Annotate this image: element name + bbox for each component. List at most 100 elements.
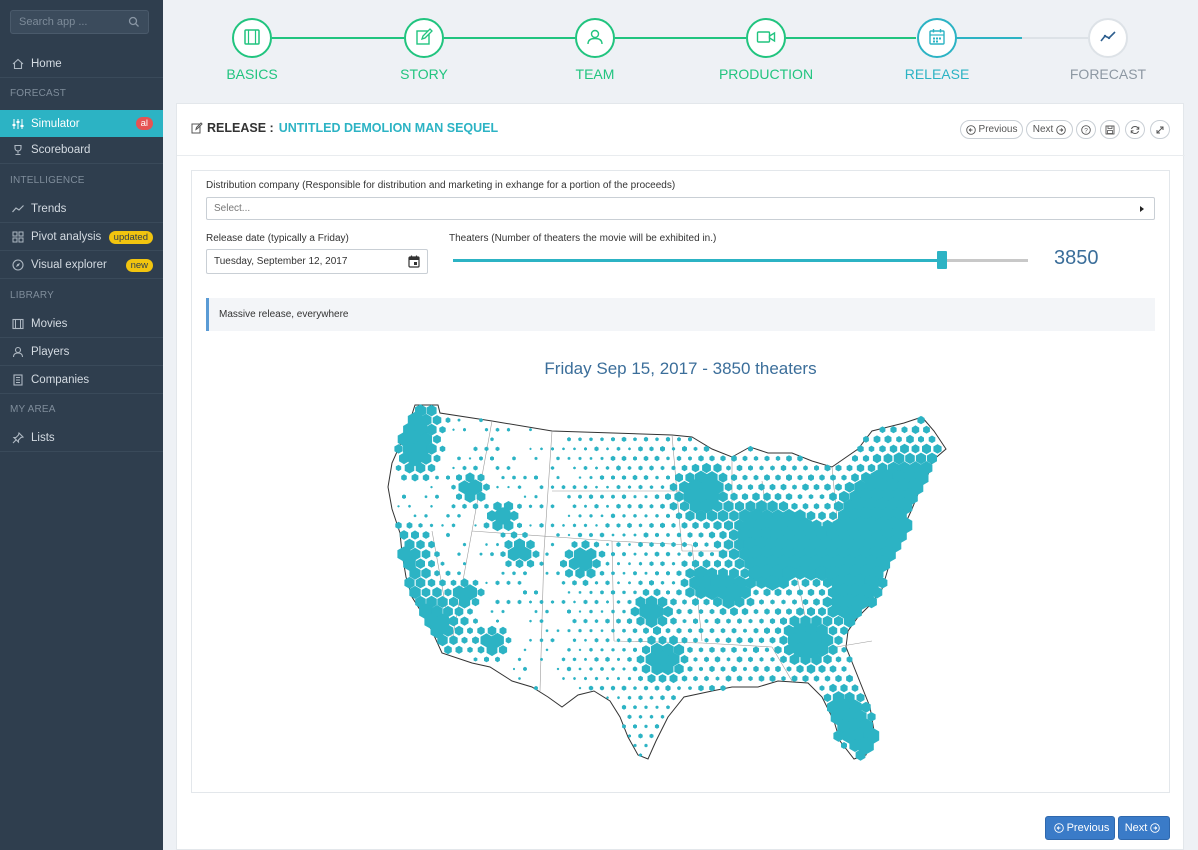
sidebar-item-pivot-analysis[interactable]: Pivot analysis updated (0, 224, 163, 251)
theater-hex (917, 415, 925, 425)
calendar-icon[interactable] (408, 255, 420, 271)
theater-hex (440, 561, 445, 566)
sidebar-item-label: Movies (31, 318, 68, 330)
theater-hex (430, 623, 444, 639)
theater-hex (783, 624, 795, 637)
button-label: Previous (978, 124, 1018, 135)
step-basics[interactable]: BASICS (192, 18, 312, 82)
header-previous-button[interactable]: Previous (960, 120, 1023, 139)
theater-hex (443, 605, 453, 618)
theater-hex (666, 705, 670, 710)
theater-hex (770, 657, 775, 662)
theater-hex (802, 675, 809, 683)
sidebar-item-companies[interactable]: Companies (0, 367, 163, 394)
theater-hex (746, 597, 755, 607)
theater-hex (477, 626, 485, 635)
theater-hex (653, 588, 661, 597)
theater-hex (718, 567, 728, 579)
sidebar-item-home[interactable]: Home (0, 51, 163, 78)
theater-hex (734, 596, 745, 608)
distribution-select[interactable]: Select... (206, 197, 1155, 220)
theater-hex (522, 531, 528, 539)
theater-hex (628, 581, 631, 585)
theater-hex (774, 645, 782, 654)
theater-hex (676, 627, 682, 634)
theater-hex (779, 635, 788, 645)
theater-hex (408, 504, 411, 508)
theater-hex (573, 447, 576, 451)
theater-hex (630, 606, 640, 617)
search-box[interactable] (10, 10, 149, 34)
footer-previous-button[interactable]: Previous (1045, 816, 1115, 840)
step-circle (232, 18, 272, 58)
theater-hex (626, 618, 633, 625)
theater-hex (764, 474, 770, 481)
theater-hex (490, 437, 494, 442)
theater-hex (550, 504, 555, 509)
step-forecast[interactable]: FORECAST (1048, 18, 1168, 82)
theater-hex (479, 418, 483, 423)
theater-hex (505, 560, 512, 568)
expand-button[interactable] (1150, 120, 1170, 139)
theater-hex (600, 437, 604, 442)
theater-hex (461, 636, 468, 644)
step-release[interactable]: RELEASE (877, 18, 997, 82)
theater-hex (622, 609, 626, 614)
slider-handle[interactable] (936, 251, 947, 269)
theater-hex (578, 514, 582, 518)
theater-hex (822, 596, 833, 608)
search-input[interactable] (11, 11, 121, 33)
sidebar-item-movies[interactable]: Movies (0, 311, 163, 338)
theater-hex (649, 580, 654, 586)
sidebar-item-scoreboard[interactable]: Scoreboard (0, 137, 163, 164)
theater-hex (472, 503, 479, 510)
theater-hex (743, 666, 747, 672)
theater-hex (638, 446, 643, 452)
theater-hex (539, 619, 544, 624)
theater-hex (709, 608, 715, 615)
theater-hex (411, 473, 419, 482)
theater-hex (719, 530, 727, 540)
theater-hex (791, 502, 798, 510)
release-date-field[interactable]: Tuesday, September 12, 2017 (206, 249, 428, 274)
theater-hex (408, 450, 422, 467)
footer-next-button[interactable]: Next (1118, 816, 1170, 840)
theater-hex (622, 533, 626, 537)
theater-hex (399, 452, 409, 465)
theater-hex (435, 494, 439, 499)
header-next-button[interactable]: Next (1026, 120, 1073, 139)
step-production[interactable]: PRODUCTION (706, 18, 826, 82)
theater-hex (526, 539, 535, 550)
step-circle (575, 18, 615, 58)
theater-hex (724, 482, 733, 492)
sidebar-item-trends[interactable]: Trends (0, 196, 163, 223)
theater-hex (561, 485, 566, 490)
theater-hex (764, 647, 770, 653)
theater-hex (627, 656, 632, 662)
step-story[interactable]: STORY (364, 18, 484, 82)
theater-hex (737, 618, 742, 624)
theater-hex (688, 437, 692, 442)
theater-hex (633, 513, 637, 518)
theater-hex (621, 494, 627, 500)
theater-hex (490, 552, 494, 557)
help-button[interactable]: ? (1076, 120, 1096, 139)
theater-hex (550, 466, 555, 470)
theater-hex (464, 490, 476, 503)
sidebar-item-players[interactable]: Players (0, 339, 163, 366)
theater-hex (589, 475, 593, 480)
step-team[interactable]: TEAM (535, 18, 655, 82)
sidebar-item-simulator[interactable]: Simulator al (0, 110, 163, 137)
theater-hex (658, 635, 667, 645)
theater-hex (409, 547, 421, 561)
theater-hex (456, 474, 462, 481)
sidebar-item-lists[interactable]: Lists (0, 425, 163, 452)
theater-hex (665, 493, 671, 501)
save-button[interactable] (1100, 120, 1120, 139)
sidebar-item-visual-explorer[interactable]: Visual explorer new (0, 252, 163, 279)
theater-hex (685, 587, 695, 598)
theaters-slider[interactable] (453, 259, 1028, 262)
theater-hex (496, 619, 499, 623)
theater-hex (691, 463, 700, 473)
refresh-button[interactable] (1125, 120, 1145, 139)
